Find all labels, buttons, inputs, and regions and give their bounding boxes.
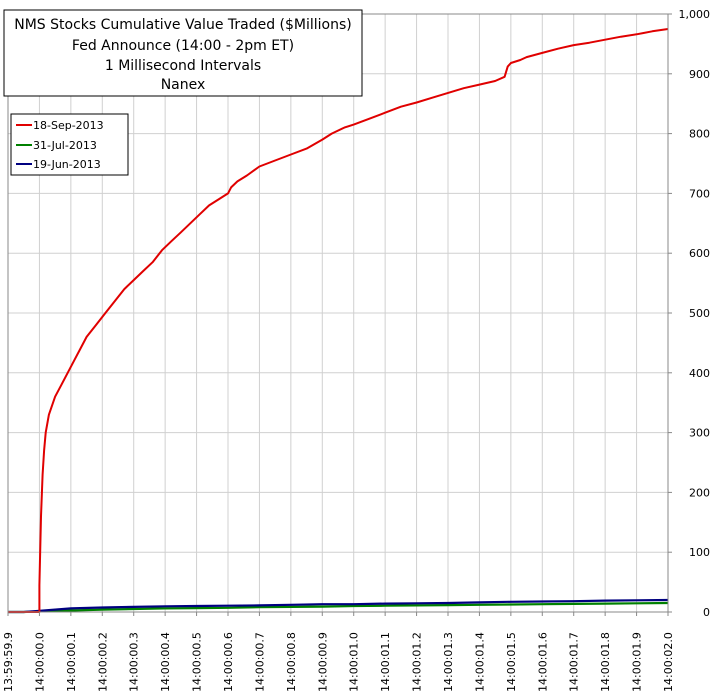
legend-label-18-sep: 18-Sep-2013: [33, 119, 104, 132]
title-box: NMS Stocks Cumulative Value Traded ($Mil…: [3, 9, 363, 97]
series-layer: [8, 28, 669, 614]
x-tick-label: 14:00:01.4: [473, 632, 486, 692]
x-tick-label: 14:00:01.7: [568, 632, 581, 692]
y-tick-label: 400: [689, 367, 710, 380]
x-tick-label: 14:00:00.9: [316, 632, 329, 692]
x-tick-label: 14:00:01.1: [379, 632, 392, 692]
x-tick-label: 14:00:02.0: [662, 632, 675, 692]
y-tick-label: 800: [689, 128, 710, 141]
x-tick-label: 14:00:01.0: [348, 632, 361, 692]
y-tick-label: 200: [689, 486, 710, 499]
legend-label-31-jul: 31-Jul-2013: [33, 139, 97, 152]
x-axis: 13:59:59.9 14:00:00.0 14:00:00.1 14:00:00.2…: [2, 612, 675, 692]
title-line-1: NMS Stocks Cumulative Value Traded ($Mil…: [14, 17, 352, 33]
x-tick-label: 14:00:01.5: [505, 632, 518, 692]
y-tick-label: 100: [689, 546, 710, 559]
x-tick-label: 14:00:00.3: [128, 632, 141, 692]
y-tick-label: 700: [689, 187, 710, 200]
x-tick-label: 14:00:01.8: [599, 632, 612, 692]
title-line-3: 1 Millisecond Intervals: [105, 58, 261, 74]
x-tick-label: 13:59:59.9: [2, 632, 15, 692]
title-line-4: Nanex: [161, 77, 206, 93]
x-tick-label: 14:00:00.6: [222, 632, 235, 692]
title-line-2: Fed Announce (14:00 - 2pm ET): [72, 38, 294, 54]
y-tick-label: 0: [703, 606, 710, 619]
x-tick-label: 14:00:00.8: [285, 632, 298, 692]
title-frame: [3, 9, 363, 97]
y-tick-label: 600: [689, 247, 710, 260]
x-tick-label: 14:00:00.5: [191, 632, 204, 692]
legend-label-19-jun: 19-Jun-2013: [33, 158, 101, 171]
y-axis: 0 100 200 300 400 500 600 700 800 900 1,000: [668, 8, 710, 619]
x-tick-label: 14:00:00.7: [253, 632, 266, 692]
y-tick-label: 1,000: [679, 8, 711, 21]
x-tick-label: 14:00:00.4: [159, 632, 172, 692]
x-tick-label: 14:00:00.0: [33, 632, 46, 692]
series-line-31-jul-2013: [8, 601, 669, 614]
legend: 18-Sep-2013 31-Jul-2013 19-Jun-2013: [10, 113, 129, 176]
y-tick-label: 500: [689, 307, 710, 320]
x-tick-label: 14:00:01.6: [536, 632, 549, 692]
x-tick-label: 14:00:00.2: [96, 632, 109, 692]
series-line-18-sep-2013: [8, 28, 669, 613]
x-tick-label: 14:00:01.9: [631, 632, 644, 692]
x-tick-label: 14:00:00.1: [65, 632, 78, 692]
y-tick-label: 900: [689, 68, 710, 81]
x-tick-label: 14:00:01.2: [411, 632, 424, 692]
x-tick-label: 14:00:01.3: [442, 632, 455, 692]
series-line-19-jun-2013: [8, 598, 669, 614]
y-tick-label: 300: [689, 427, 710, 440]
